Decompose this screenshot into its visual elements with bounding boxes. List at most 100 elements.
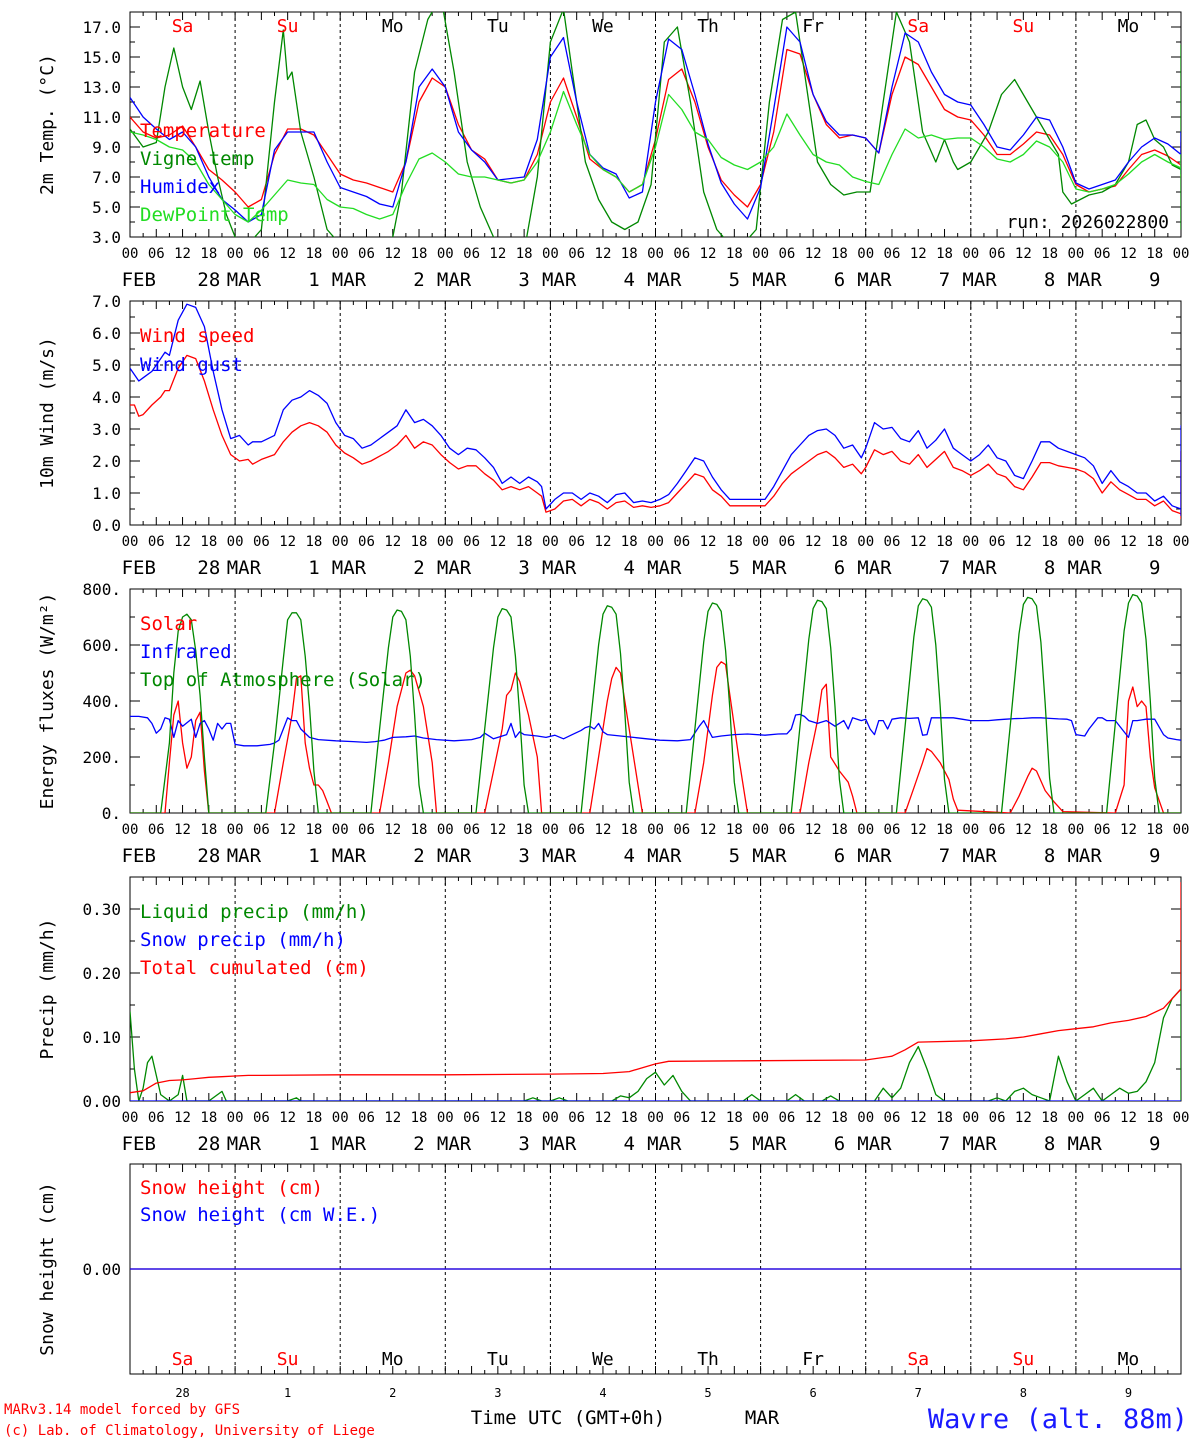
- hour-tick-label: 12: [805, 822, 822, 838]
- hour-tick-label: 00: [1067, 534, 1084, 550]
- date-label-day: 2: [413, 1133, 424, 1155]
- hour-tick-label: 06: [884, 534, 901, 550]
- hour-tick-label: 18: [516, 534, 533, 550]
- date-label-month: MAR: [647, 269, 682, 291]
- date-label-month: MAR: [647, 845, 682, 867]
- hour-tick-label: 00: [752, 1110, 769, 1126]
- hour-tick-label: 00: [332, 1110, 349, 1126]
- legend-entry: DewPoint Temp: [140, 204, 289, 226]
- hour-tick-label: 12: [805, 246, 822, 262]
- hour-tick-label: 06: [884, 246, 901, 262]
- date-label-month: MAR: [752, 845, 787, 867]
- hour-tick-label: 18: [1041, 246, 1058, 262]
- date-label-month: MAR: [437, 845, 472, 867]
- hour-tick-label: 18: [516, 1110, 533, 1126]
- hour-tick-label: 00: [752, 246, 769, 262]
- date-label-day: 3: [518, 269, 529, 291]
- date-label-day: 8: [1044, 557, 1055, 579]
- date-label-month: MAR: [752, 269, 787, 291]
- hour-tick-label: 00: [1067, 246, 1084, 262]
- hour-tick-label: 00: [227, 822, 244, 838]
- hour-tick-label: 00: [122, 534, 139, 550]
- hour-tick-label: 18: [200, 1110, 217, 1126]
- y-tick-label: 11.0: [82, 108, 121, 127]
- series-group: [130, 882, 1181, 1101]
- hour-tick-label: 00: [647, 246, 664, 262]
- date-label-day: 5: [729, 557, 740, 579]
- hour-tick-label: 06: [463, 246, 480, 262]
- legend-entry: Total cumulated (cm): [140, 957, 369, 979]
- date-label-month: MAR: [1067, 845, 1102, 867]
- hour-tick-label: 18: [516, 246, 533, 262]
- panel-temperature: 3.0 5.0 7.0 9.0 11.0 13.0 15.0 17.0 2m Temp. (°C…: [37, 11, 1189, 291]
- hour-tick-label: 06: [463, 822, 480, 838]
- y-tick-label: 1.0: [92, 484, 121, 503]
- series-line: [130, 593, 1181, 813]
- hour-tick-label: 12: [1120, 1110, 1137, 1126]
- hour-tick-label: 06: [673, 1110, 690, 1126]
- date-label-month: MAR: [542, 557, 577, 579]
- date-label-day: 7: [939, 845, 950, 867]
- weekday-label: Mo: [382, 16, 404, 37]
- hour-tick-label: 12: [595, 1110, 612, 1126]
- hour-tick-label: 18: [831, 1110, 848, 1126]
- legend-entry: Wind speed: [140, 325, 254, 347]
- legend-entry: Liquid precip (mm/h): [140, 901, 369, 923]
- series-group: [130, 12, 1181, 237]
- date-label-day: 2: [413, 269, 424, 291]
- y-tick-label: 3.0: [92, 420, 121, 439]
- hour-tick-label: 12: [700, 534, 717, 550]
- weekday-label: Tu: [487, 16, 509, 37]
- date-label-day: 5: [729, 1133, 740, 1155]
- date-label-day: 6: [834, 845, 845, 867]
- hour-tick-label: 06: [358, 1110, 375, 1126]
- date-label-month: MAR: [752, 1133, 787, 1155]
- hour-tick-label: 06: [778, 534, 795, 550]
- y-tick-label: 0.: [102, 804, 121, 823]
- hour-tick-label: 18: [1146, 246, 1163, 262]
- weekday-label: Su: [277, 1349, 299, 1370]
- date-label-month: MAR: [437, 269, 472, 291]
- hour-tick-label: 12: [489, 822, 506, 838]
- date-label-month: MAR: [857, 845, 892, 867]
- plot-frame: [129, 300, 1182, 526]
- hour-tick-label: 00: [332, 822, 349, 838]
- date-label-day: 1: [308, 1133, 319, 1155]
- hour-tick-label: 12: [910, 1110, 927, 1126]
- series-line: [130, 90, 1181, 223]
- hour-tick-label: 12: [489, 534, 506, 550]
- date-label-day: 28: [197, 557, 220, 579]
- date-label-month: MAR: [857, 269, 892, 291]
- series-line: [130, 940, 1181, 1101]
- hour-tick-label: 12: [595, 822, 612, 838]
- date-label-month: MAR: [227, 269, 262, 291]
- station-name: Wavre (alt. 88m): [928, 1404, 1188, 1435]
- hour-tick-label: 18: [200, 822, 217, 838]
- hour-tick-label: 06: [673, 246, 690, 262]
- hour-tick-label: 12: [174, 246, 191, 262]
- hour-tick-label: 12: [700, 246, 717, 262]
- date-label-month: FEB: [122, 1133, 156, 1155]
- hour-tick-label: 00: [962, 534, 979, 550]
- hour-tick-label: 18: [726, 246, 743, 262]
- hour-tick-label: 06: [989, 246, 1006, 262]
- y-tick-label: 3.0: [92, 228, 121, 247]
- hour-tick-label: 18: [831, 534, 848, 550]
- hour-tick-label: 12: [805, 1110, 822, 1126]
- y-tick-label: 7.0: [92, 168, 121, 187]
- hour-tick-label: 12: [174, 822, 191, 838]
- hour-tick-label: 12: [910, 534, 927, 550]
- y-tick-label: 400.: [82, 692, 121, 711]
- date-label-month: FEB: [122, 845, 156, 867]
- y-tick-label: 5.0: [92, 198, 121, 217]
- hour-tick-label: 06: [253, 534, 270, 550]
- y-tick-label: 0.0: [92, 516, 121, 535]
- hour-tick-label: 06: [778, 1110, 795, 1126]
- hour-tick-label: 12: [279, 822, 296, 838]
- y-tick-label: 9.0: [92, 138, 121, 157]
- series-line: [130, 882, 1181, 1094]
- hour-tick-label: 06: [358, 246, 375, 262]
- hour-tick-label: 06: [989, 1110, 1006, 1126]
- weekday-label: Tu: [487, 1349, 509, 1370]
- y-tick-label: 15.0: [82, 48, 121, 67]
